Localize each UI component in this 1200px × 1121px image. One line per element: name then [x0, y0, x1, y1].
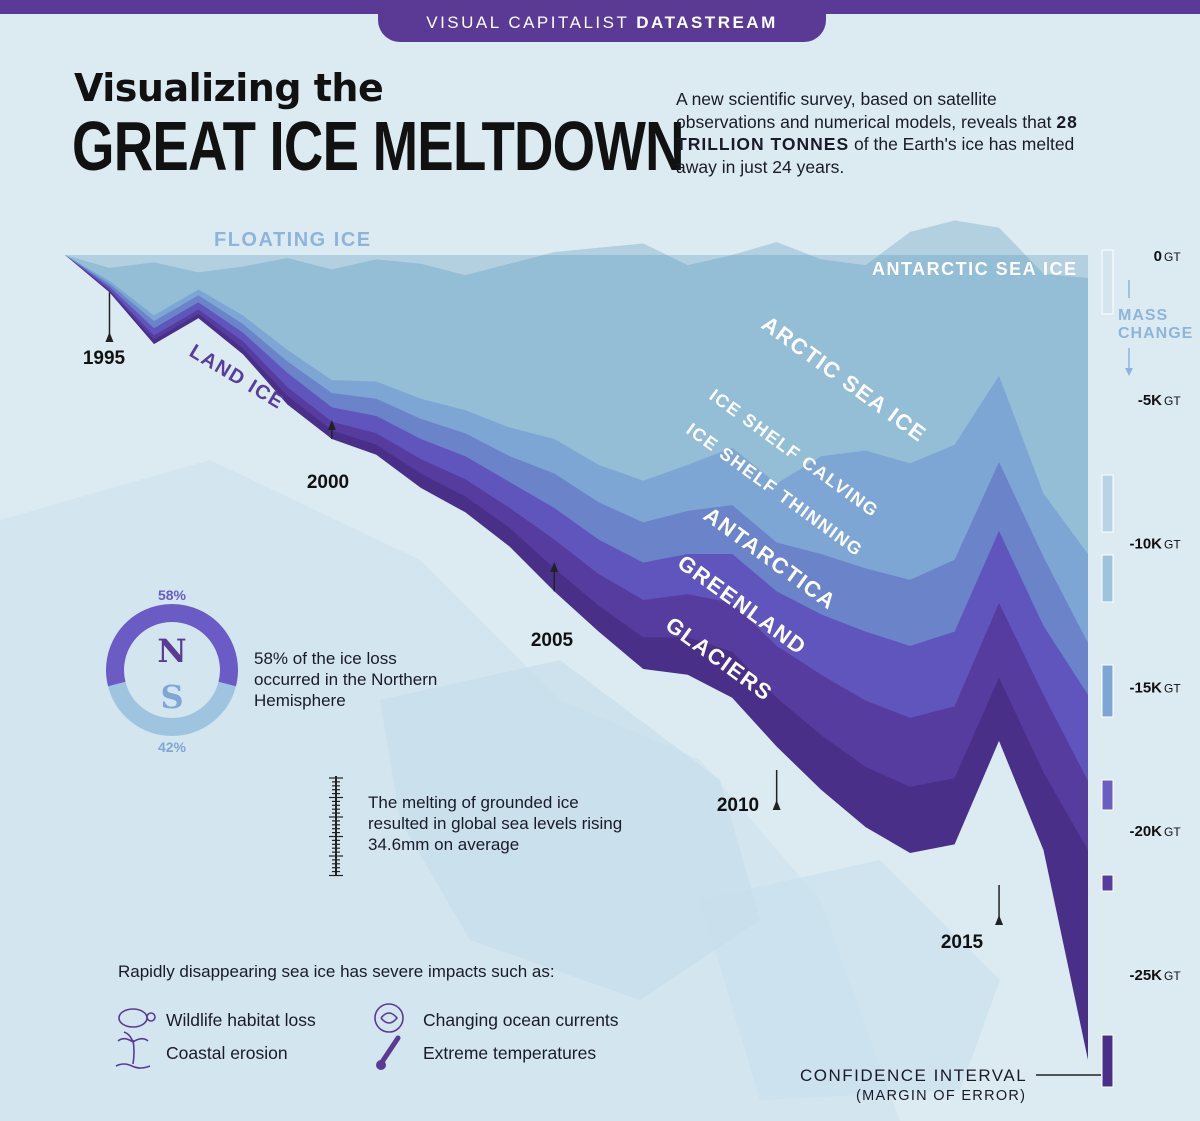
y-axis-arrow-head — [1125, 368, 1133, 376]
ice-texture-shape — [380, 660, 760, 1000]
confidence-bar — [1101, 554, 1114, 603]
south-percent: 42% — [158, 739, 187, 755]
current-swirl-icon — [374, 1003, 404, 1033]
y-tick-label: -20K — [1129, 823, 1162, 840]
x-tick-arrow — [327, 420, 336, 430]
thermometer-icon — [379, 1035, 401, 1065]
y-tick-label: -10K — [1129, 536, 1162, 553]
title-line-2: GREAT ICE MELTDOWN — [72, 107, 685, 185]
x-tick: 2010 — [717, 770, 781, 816]
x-tick-arrow — [772, 800, 781, 810]
y-tick-unit: GT — [1164, 681, 1181, 695]
y-tick: -5K GT — [1138, 392, 1182, 409]
hemisphere-compass — [106, 604, 238, 736]
confidence-bar — [1101, 474, 1114, 533]
ice-texture — [0, 460, 1000, 1121]
north-arc — [106, 604, 238, 687]
y-tick-label: -15K — [1129, 679, 1162, 696]
intro-post: of the Earth's ice has melted away in ju… — [676, 134, 1075, 177]
y-tick: -25K GT — [1129, 967, 1181, 984]
impact-icons — [115, 1003, 404, 1070]
x-tick-label: 2015 — [941, 932, 984, 953]
y-tick-unit: GT — [1164, 394, 1181, 408]
y-tick-label: 0 — [1154, 248, 1162, 265]
brand-tab: VISUAL CAPITALIST DATASTREAM — [378, 0, 826, 42]
area-antarctic-sea-ice-band — [65, 220, 1088, 278]
north-letter: N — [157, 632, 186, 670]
brand-bold: DATASTREAM — [636, 13, 778, 32]
y-tick-unit: GT — [1164, 825, 1181, 839]
title-line-1: Visualizing the — [74, 66, 384, 110]
x-tick-label: 1995 — [83, 348, 126, 369]
x-tick-label: 2010 — [717, 795, 759, 816]
impacts-title: Rapidly disappearing sea ice has severe … — [118, 962, 555, 981]
x-tick-arrow — [995, 915, 1004, 925]
ruler-icon — [329, 776, 343, 877]
y-axis: 0 GT-5K GT-10K GT-15K GT-20K GT-25K GT — [1129, 248, 1181, 984]
hemisphere-text: 58% of the ice loss occurred in the Nort… — [254, 649, 438, 710]
confidence-interval-label: CONFIDENCE INTERVAL — [800, 1066, 1028, 1085]
intro-pre: A new scientific survey, based on satell… — [676, 89, 1052, 132]
y-tick: -15K GT — [1129, 679, 1181, 696]
x-tick: 2000 — [307, 420, 349, 493]
impact-label: Changing ocean currents — [423, 1010, 619, 1030]
confidence-bar — [1101, 779, 1114, 811]
y-tick-unit: GT — [1164, 250, 1181, 264]
y-axis-title: MASS — [1118, 307, 1168, 324]
area-arctic-sea-ice — [65, 255, 1088, 554]
turtle-head — [146, 1012, 156, 1022]
impact-label: Extreme temperatures — [423, 1043, 597, 1063]
thermometer-bulb — [376, 1060, 386, 1070]
confidence-intervals — [1101, 249, 1114, 1088]
x-tick-label: 2005 — [531, 630, 574, 651]
y-tick-label: -5K — [1138, 392, 1162, 409]
x-tick-arrow — [105, 332, 114, 342]
confidence-bar — [1101, 874, 1114, 892]
x-tick-arrow — [550, 562, 559, 572]
y-axis-title: CHANGE — [1118, 325, 1193, 342]
y-tick: -10K GT — [1129, 536, 1181, 553]
north-percent: 58% — [158, 587, 187, 603]
south-arc — [108, 681, 236, 736]
confidence-bar — [1101, 664, 1114, 718]
palm-tree-icon — [117, 1031, 149, 1065]
y-tick-label: -25K — [1129, 967, 1162, 984]
margin-of-error-label: (MARGIN OF ERROR) — [856, 1088, 1027, 1104]
south-letter: S — [160, 678, 183, 716]
floating-ice-label: FLOATING ICE — [214, 229, 372, 251]
y-tick: 0 GT — [1154, 248, 1182, 265]
intro-text: A new scientific survey, based on satell… — [676, 88, 1096, 178]
swirl-inner — [380, 1012, 399, 1024]
series-label-antarctic-sea-ice: ANTARCTIC SEA ICE — [872, 259, 1078, 279]
wave-icon — [115, 1063, 151, 1069]
x-tick: 1995 — [83, 292, 126, 369]
intro-bold: 28 TRILLION TONNES — [676, 111, 1078, 155]
x-tick: 2005 — [531, 562, 574, 651]
confidence-bar — [1101, 1034, 1114, 1088]
impact-label: Coastal erosion — [166, 1043, 288, 1063]
brand-light: VISUAL CAPITALIST — [426, 13, 630, 32]
confidence-bar — [1101, 249, 1114, 315]
y-tick: -20K GT — [1129, 823, 1181, 840]
area-layers — [65, 220, 1088, 1060]
y-tick-unit: GT — [1164, 969, 1181, 983]
impact-label: Wildlife habitat loss — [166, 1010, 316, 1030]
sea-level-text: The melting of grounded ice resulted in … — [368, 793, 623, 854]
x-tick: 2015 — [941, 885, 1004, 953]
y-tick-unit: GT — [1164, 538, 1181, 552]
ice-texture-shape — [700, 860, 1000, 1100]
x-tick-label: 2000 — [307, 472, 349, 493]
